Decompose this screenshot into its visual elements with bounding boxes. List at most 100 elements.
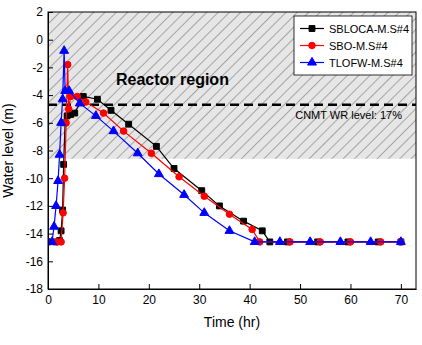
- marker: [109, 126, 118, 134]
- x-tick-label: 10: [92, 293, 106, 307]
- y-tick: -10: [26, 172, 53, 186]
- marker: [225, 226, 234, 234]
- marker: [60, 210, 67, 217]
- marker: [249, 226, 256, 233]
- y-tick-mark: [48, 178, 53, 179]
- y-tick: -14: [26, 227, 53, 241]
- y-tick-label: -12: [26, 199, 44, 213]
- x-tick: 30: [193, 284, 207, 307]
- y-tick: -4: [32, 88, 53, 102]
- y-tick: -16: [26, 255, 53, 269]
- x-tick-label: 50: [294, 293, 308, 307]
- region-label: Reactor region: [116, 71, 229, 88]
- y-tick-mark: [48, 40, 53, 41]
- marker: [250, 237, 259, 245]
- x-tick: 60: [344, 284, 358, 307]
- y-tick-label: -4: [32, 88, 43, 102]
- marker: [396, 237, 405, 245]
- marker: [57, 118, 66, 126]
- y-tick-label: -6: [32, 116, 43, 130]
- marker: [60, 46, 69, 54]
- y-tick-mark: [48, 123, 53, 124]
- x-tick-label: 40: [243, 293, 257, 307]
- marker: [366, 237, 375, 245]
- y-tick: -2: [32, 61, 53, 75]
- reference-line-label: CNMT WR level: 17%: [295, 109, 402, 121]
- y-axis: -18 -16 -14 -12 -10 -8 -6 -4 -2 0 2: [26, 5, 53, 296]
- plot-frame: [48, 12, 416, 289]
- y-tick: 0: [36, 33, 53, 47]
- marker: [306, 237, 315, 245]
- x-tick: 10: [92, 284, 106, 307]
- x-tick: 40: [243, 284, 257, 307]
- y-tick: -12: [26, 199, 53, 213]
- x-tick-mark: [98, 284, 99, 289]
- y-tick-label: -2: [32, 61, 43, 75]
- y-tick: -8: [32, 144, 53, 158]
- marker: [100, 110, 107, 117]
- legend-marker: [309, 26, 315, 32]
- x-tick-label: 0: [45, 293, 52, 307]
- y-tick-mark: [48, 151, 53, 152]
- x-axis: 010203040506070: [45, 284, 416, 307]
- x-tick-mark: [350, 284, 351, 289]
- marker: [200, 208, 209, 216]
- marker: [148, 150, 155, 157]
- region: [48, 12, 416, 159]
- y-tick-label: 0: [36, 33, 43, 47]
- x-tick-label: 60: [344, 293, 358, 307]
- marker: [48, 237, 56, 245]
- x-tick-label: 70: [395, 293, 409, 307]
- marker: [72, 110, 78, 116]
- marker: [180, 190, 189, 198]
- marker: [120, 128, 127, 135]
- marker: [61, 175, 68, 182]
- y-tick-mark: [48, 234, 53, 235]
- y-tick-label: -8: [32, 144, 43, 158]
- marker: [133, 148, 142, 156]
- marker: [65, 106, 72, 113]
- chart: 010203040506070-18-16-14-12-10-8-6-4-202…: [0, 0, 422, 345]
- x-tick-mark: [401, 284, 402, 289]
- y-tick-mark: [48, 289, 53, 290]
- y-tick: 2: [36, 5, 53, 19]
- marker: [108, 107, 114, 113]
- marker: [126, 121, 132, 127]
- y-tick-label: -10: [26, 172, 44, 186]
- marker: [58, 94, 67, 102]
- y-tick: -6: [32, 116, 53, 130]
- y-tick-label: -18: [26, 282, 44, 296]
- marker: [91, 111, 100, 119]
- series-line: [48, 65, 401, 242]
- plot: 010203040506070-18-16-14-12-10-8-6-4-202…: [26, 5, 417, 306]
- y-tick-label: 2: [36, 5, 43, 19]
- series-line: [48, 51, 401, 242]
- y-tick-mark: [48, 67, 53, 68]
- marker: [154, 169, 163, 177]
- marker: [226, 211, 233, 218]
- legend-label: SBLOCA-M.S#4: [329, 23, 409, 35]
- x-tick-mark: [199, 284, 200, 289]
- legend-marker: [309, 42, 316, 49]
- x-tick-label: 30: [193, 293, 207, 307]
- marker: [54, 176, 63, 184]
- legend-label: SBO-M.S#4: [329, 40, 388, 52]
- y-tick-mark: [48, 206, 53, 207]
- x-tick: 50: [294, 284, 308, 307]
- marker: [58, 239, 65, 246]
- y-tick-label: -14: [26, 227, 44, 241]
- y-tick-label: -16: [26, 255, 44, 269]
- legend: SBLOCA-M.S#4SBO-M.S#4TLOFW-M.S#4: [294, 16, 412, 75]
- y-tick-mark: [48, 261, 53, 262]
- marker: [153, 143, 159, 149]
- y-tick: -18: [26, 282, 53, 296]
- x-axis-title: Time (hr): [204, 314, 260, 330]
- y-tick-mark: [48, 12, 53, 13]
- x-tick-mark: [149, 284, 150, 289]
- marker: [336, 237, 345, 245]
- y-axis-title: Water level (m): [0, 103, 16, 197]
- legend-box: [294, 16, 412, 75]
- marker: [75, 98, 84, 106]
- marker: [58, 228, 64, 234]
- marker: [275, 237, 284, 245]
